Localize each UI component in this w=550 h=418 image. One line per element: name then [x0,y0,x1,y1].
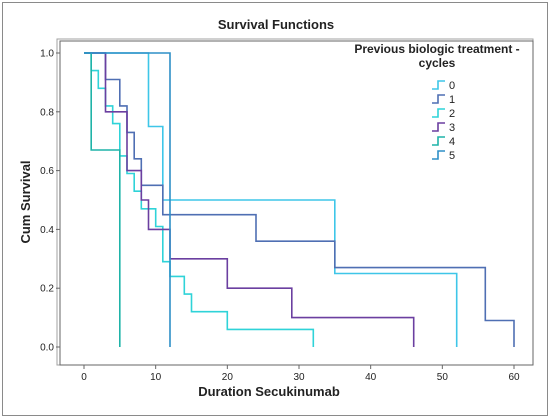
legend-swatch-4 [432,136,445,146]
legend-label-3: 3 [449,122,455,134]
y-tick-label: 0.2 [40,284,54,295]
chart-title: Survival Functions [218,17,334,32]
legend-swatch-1 [432,94,445,104]
x-tick-label: 0 [81,372,87,383]
legend-swatch-5 [432,150,445,160]
y-tick-label: 0.0 [40,343,54,354]
legend-swatch-0 [432,80,445,90]
x-tick-label: 40 [365,372,377,383]
legend: Previous biologic treatment - cycles 0 1 2… [354,42,519,162]
y-tick-label: 1.0 [40,49,54,60]
legend-label-4: 4 [449,136,455,148]
y-tick-label: 0.6 [40,166,54,177]
survival-line-series-5 [84,52,171,347]
legend-label-5: 5 [449,150,455,162]
legend-swatch-2 [432,108,445,118]
y-tick-label: 0.4 [40,225,54,236]
x-tick-label: 10 [150,372,162,383]
x-axis-title: Duration Secukinumab [198,384,340,399]
x-axis: 0 10 20 30 40 50 60 [81,365,520,383]
outer-chart-border [56,38,534,366]
plot-area [59,40,534,366]
x-tick-label: 50 [437,372,449,383]
x-tick-label: 30 [293,372,305,383]
legend-label-1: 1 [449,94,455,106]
y-axis: 0.0 0.2 0.4 0.6 0.8 1.0 [40,49,60,354]
legend-title-line-1: Previous biologic treatment - [354,42,519,56]
series-layer [84,52,515,347]
x-tick-label: 60 [508,372,520,383]
survival-line-series-3 [84,52,415,347]
y-axis-title: Cum Survival [18,160,33,243]
legend-label-0: 0 [449,80,455,92]
x-tick-label: 20 [222,372,234,383]
y-tick-label: 0.8 [40,107,54,118]
legend-label-2: 2 [449,108,455,120]
legend-swatch-3 [432,122,445,132]
legend-items: 0 1 2 3 4 5 [432,80,455,162]
legend-title-line-2: cycles [419,56,456,70]
survival-chart: Survival Functions 0.0 0.2 0.4 0.6 0.8 1.0 0 1… [18,17,534,399]
